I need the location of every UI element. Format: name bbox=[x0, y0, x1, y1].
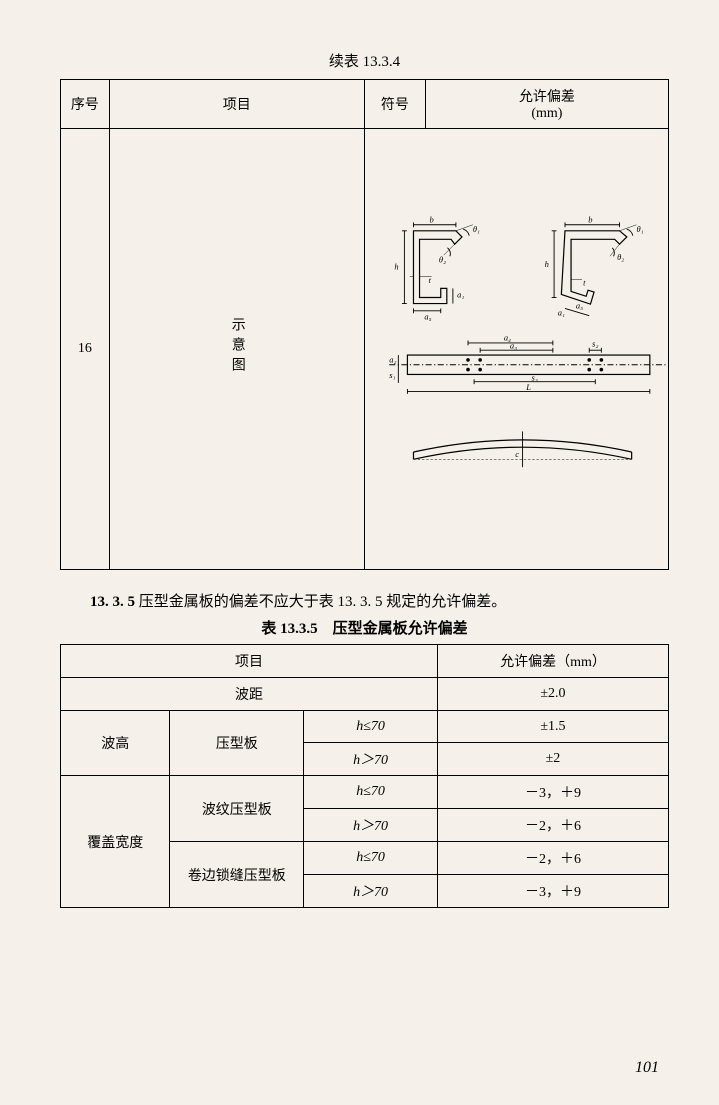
t2-tol-3: ±2 bbox=[437, 743, 668, 776]
svg-text:a₁: a₁ bbox=[457, 289, 464, 299]
table2: 项目 允许偏差（mm） 波距 ±2.0 波高 压型板 h≤70 ±1.5 h＞7… bbox=[60, 644, 669, 908]
t2-tol-7: －3，＋9 bbox=[437, 875, 668, 908]
svg-text:L: L bbox=[525, 382, 531, 392]
svg-text:a₅: a₅ bbox=[576, 300, 583, 310]
t2-tol-4: －3，＋9 bbox=[437, 776, 668, 809]
t2-row-bodi: 波距 ±2.0 bbox=[61, 678, 669, 711]
svg-text:s₁: s₁ bbox=[389, 370, 395, 380]
t2-cat-fgkd: 覆盖宽度 bbox=[61, 776, 170, 908]
t2-tol-6: －2，＋6 bbox=[437, 842, 668, 875]
table1-header-row: 序号 项目 符号 允许偏差 (mm) bbox=[61, 80, 669, 129]
t2-row-2: 波高 压型板 h≤70 ±1.5 bbox=[61, 711, 669, 743]
t2-sub-bwyxb: 波纹压型板 bbox=[170, 776, 304, 842]
svg-text:a₃: a₃ bbox=[510, 340, 517, 350]
t2-sub-yxb: 压型板 bbox=[170, 711, 304, 776]
th-item: 项目 bbox=[109, 80, 364, 129]
t2-item-bodi: 波距 bbox=[61, 678, 438, 711]
svg-text:c: c bbox=[515, 449, 519, 459]
svg-text:a₁: a₁ bbox=[558, 308, 565, 318]
th-tol-l1: 允许偏差 bbox=[430, 86, 664, 106]
svg-text:s₂: s₂ bbox=[592, 339, 598, 349]
section-13-3-5: 13. 3. 5 压型金属板的偏差不应大于表 13. 3. 5 规定的允许偏差。 bbox=[60, 590, 669, 611]
table1: 序号 项目 符号 允许偏差 (mm) 16 示意图 b θ₁ bbox=[60, 79, 669, 570]
svg-text:b: b bbox=[430, 214, 434, 224]
section-body: 压型金属板的偏差不应大于表 13. 3. 5 规定的允许偏差。 bbox=[139, 594, 507, 610]
t2-cond-3: h＞70 bbox=[304, 743, 438, 776]
t2-tol-2: ±1.5 bbox=[437, 711, 668, 743]
svg-text:s₃: s₃ bbox=[532, 373, 538, 383]
t2-cat-bogao: 波高 bbox=[61, 711, 170, 776]
t2-cond-5: h＞70 bbox=[304, 809, 438, 842]
diagram-svg: b θ₁ θ₂ h t a₁ bbox=[365, 129, 668, 569]
svg-text:θ₂: θ₂ bbox=[617, 252, 624, 262]
cell-seq: 16 bbox=[61, 129, 110, 570]
svg-text:b: b bbox=[588, 214, 592, 224]
page-number: 101 bbox=[635, 1059, 659, 1077]
svg-text:t: t bbox=[583, 277, 586, 287]
t2-tol-bodi: ±2.0 bbox=[437, 678, 668, 711]
table1-title: 续表 13.3.4 bbox=[60, 50, 669, 71]
svg-text:θ₂: θ₂ bbox=[439, 254, 446, 264]
t2-cond-4: h≤70 bbox=[304, 776, 438, 809]
t2-row-4: 覆盖宽度 波纹压型板 h≤70 －3，＋9 bbox=[61, 776, 669, 809]
t2-h-item: 项目 bbox=[61, 645, 438, 678]
cell-label: 示意图 bbox=[109, 129, 364, 570]
svg-text:a₂: a₂ bbox=[389, 354, 396, 364]
table1-body-row: 16 示意图 b θ₁ θ₂ bbox=[61, 129, 669, 570]
curved-member: c bbox=[413, 431, 631, 467]
svg-text:θ₁: θ₁ bbox=[473, 224, 480, 234]
table2-title: 表 13.3.5 压型金属板允许偏差 bbox=[60, 617, 669, 638]
th-tol-l2: (mm) bbox=[430, 106, 664, 122]
svg-text:a₅: a₅ bbox=[424, 311, 431, 321]
svg-text:θ₁: θ₁ bbox=[636, 224, 643, 234]
diagram-cell: b θ₁ θ₂ h t a₁ bbox=[364, 129, 668, 570]
long-member: a₂ s₁ a₄ a₃ s₂ s₃ bbox=[389, 333, 668, 394]
svg-text:h: h bbox=[394, 262, 398, 272]
section-number: 13. 3. 5 bbox=[90, 594, 135, 610]
table2-header: 项目 允许偏差（mm） bbox=[61, 645, 669, 678]
profile-right: b θ₁ θ₂ h t a₁ a₅ bbox=[545, 214, 644, 317]
th-seq: 序号 bbox=[61, 80, 110, 129]
t2-cond-6: h≤70 bbox=[304, 842, 438, 875]
t2-cond-2: h≤70 bbox=[304, 711, 438, 743]
svg-text:h: h bbox=[545, 259, 549, 269]
th-symbol: 符号 bbox=[364, 80, 425, 129]
th-tolerance: 允许偏差 (mm) bbox=[425, 80, 668, 129]
profile-left: b θ₁ θ₂ h t a₁ bbox=[394, 214, 480, 321]
t2-h-tol: 允许偏差（mm） bbox=[437, 645, 668, 678]
vert-label: 示意图 bbox=[227, 317, 247, 377]
t2-cond-7: h＞70 bbox=[304, 875, 438, 908]
t2-tol-5: －2，＋6 bbox=[437, 809, 668, 842]
t2-sub-jbsf: 卷边锁缝压型板 bbox=[170, 842, 304, 908]
